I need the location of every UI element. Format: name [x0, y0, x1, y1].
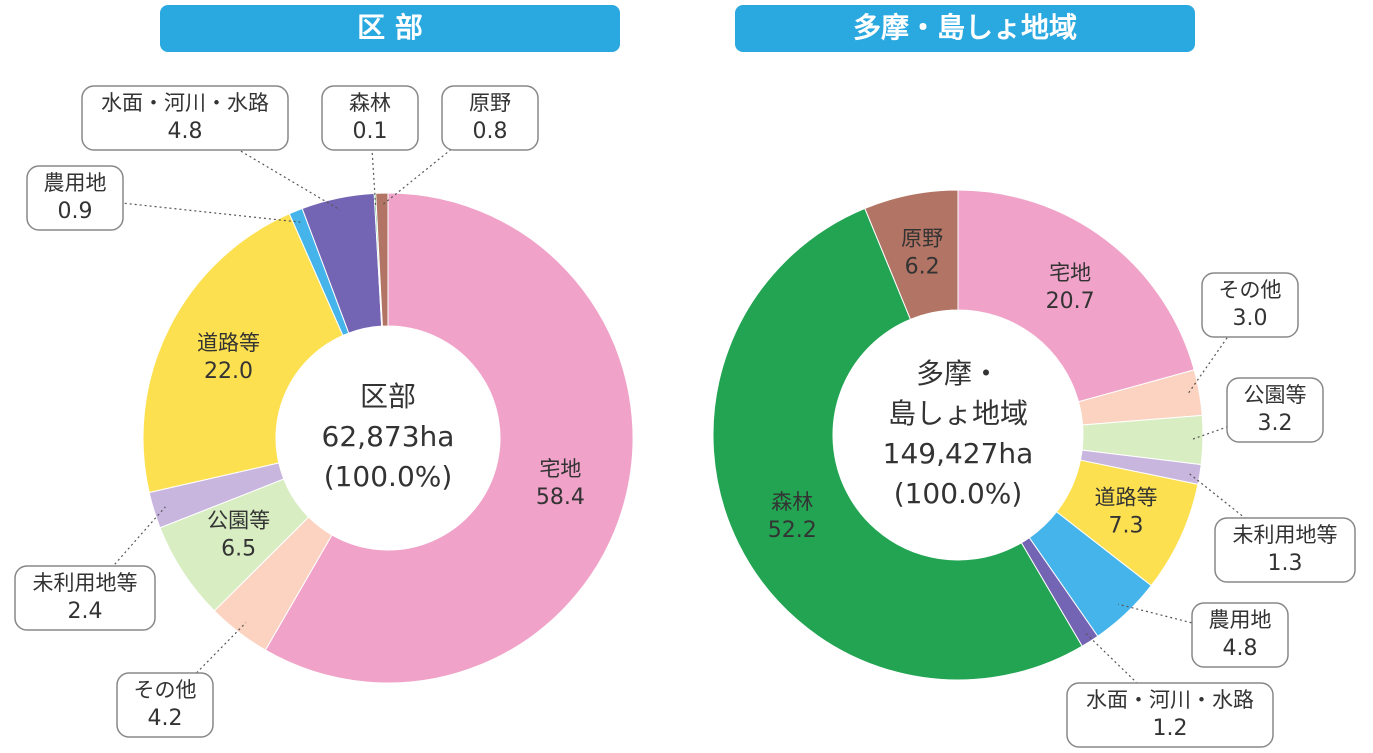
- value-label: 4.8: [168, 119, 203, 144]
- slice-label: 公園等: [1244, 383, 1307, 407]
- value-label: 0.9: [58, 199, 93, 224]
- label-box: [81, 85, 289, 151]
- center-label: (100.0%): [324, 460, 453, 493]
- slice-label: 水面・河川・水路: [101, 91, 269, 115]
- slice-label: 公園等: [207, 509, 270, 533]
- center-label: 62,873ha: [322, 420, 455, 453]
- donut-slice: [375, 192, 389, 327]
- donut-slice: [864, 189, 959, 321]
- value-label: 2.4: [68, 599, 103, 624]
- label-box: [321, 85, 419, 151]
- center-label: 区部: [360, 380, 416, 413]
- value-label: 6.5: [221, 537, 256, 562]
- donut-slice: [957, 189, 1195, 403]
- label-box: [116, 672, 214, 738]
- slice-label: 水面・河川・水路: [1086, 688, 1254, 712]
- chart-title: 区 部: [357, 11, 423, 44]
- slice-label: その他: [134, 678, 197, 702]
- value-label: 58.4: [536, 485, 585, 510]
- label-box: [14, 565, 156, 631]
- label-box: [1201, 272, 1299, 338]
- slice-label: 宅地: [1049, 261, 1091, 285]
- center-label: (100.0%): [894, 477, 1023, 510]
- slice-label: 道路等: [197, 331, 260, 355]
- leader-line: [1186, 304, 1251, 395]
- value-label: 0.8: [473, 119, 508, 144]
- slice-label: 森林: [771, 490, 813, 514]
- donut-slice: [712, 207, 1083, 681]
- value-label: 3.0: [1233, 306, 1268, 331]
- leader-line: [164, 622, 247, 706]
- center-label: 149,427ha: [883, 437, 1034, 470]
- slice-label: 農用地: [44, 171, 107, 195]
- label-box: [26, 165, 124, 231]
- leader-line: [381, 117, 491, 206]
- value-label: 7.3: [1108, 514, 1143, 539]
- slice-label: 原野: [469, 91, 511, 115]
- value-label: 0.1: [353, 119, 388, 144]
- slice-label: 森林: [349, 91, 391, 115]
- value-label: 1.3: [1268, 551, 1303, 576]
- donut-slice: [142, 213, 344, 494]
- slice-label: 農用地: [1209, 608, 1272, 632]
- slice-label: その他: [1219, 278, 1282, 302]
- label-box: [1066, 682, 1274, 748]
- slice-label: 原野: [901, 227, 943, 251]
- value-label: 1.2: [1153, 716, 1188, 741]
- label-box: [1226, 377, 1324, 443]
- value-label: 22.0: [204, 359, 253, 384]
- slice-label: 道路等: [1094, 486, 1157, 510]
- chart-title: 多摩・島しょ地域: [853, 11, 1077, 44]
- value-label: 6.2: [905, 255, 940, 280]
- label-box: [441, 85, 539, 151]
- label-box: [1191, 602, 1289, 668]
- title-bar: [160, 5, 620, 52]
- value-label: 20.7: [1046, 289, 1095, 314]
- value-label: 52.2: [768, 518, 817, 543]
- donut-slice: [264, 192, 634, 684]
- slice-label: 未利用地等: [1233, 523, 1338, 547]
- slice-label: 未利用地等: [33, 571, 138, 595]
- value-label: 4.2: [148, 706, 183, 731]
- label-box: [1214, 517, 1356, 583]
- center-label: 多摩・: [916, 357, 1000, 390]
- title-bar: [735, 5, 1195, 52]
- slice-label: 宅地: [539, 457, 581, 481]
- value-label: 3.2: [1258, 411, 1293, 436]
- value-label: 4.8: [1223, 636, 1258, 661]
- center-label: 島しょ地域: [888, 397, 1028, 430]
